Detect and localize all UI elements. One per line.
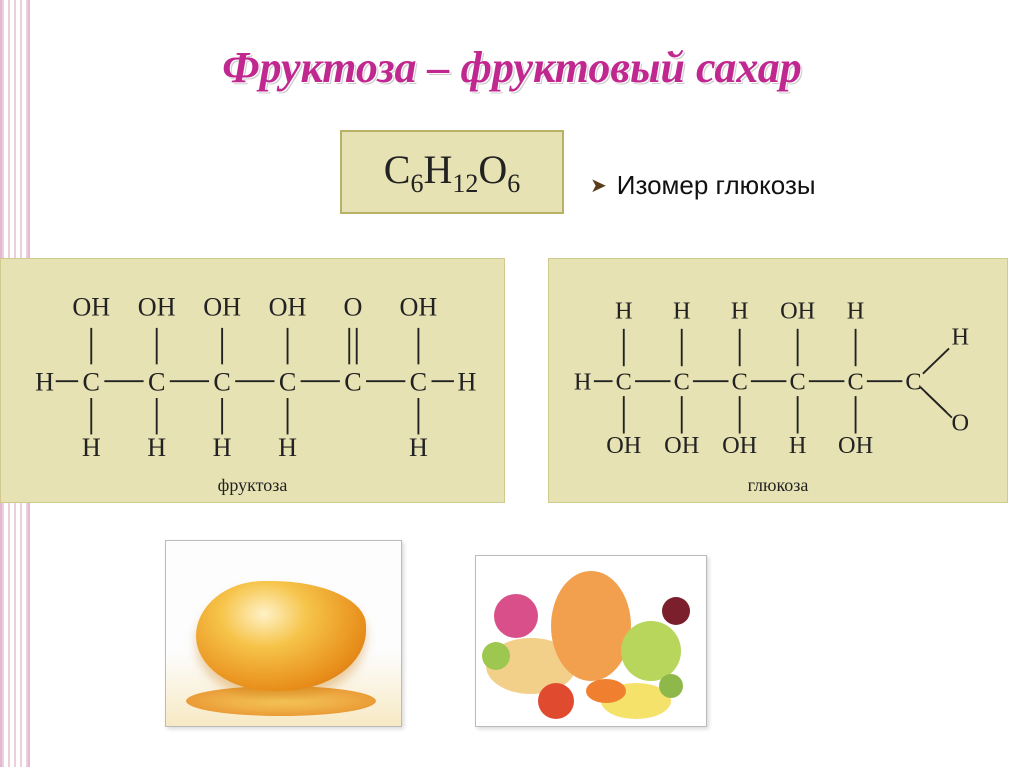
svg-text:O: O bbox=[344, 293, 363, 322]
glucose-structure-panel: HCHOHCHOHCHOHCOHHCHOHCHO глюкоза bbox=[548, 258, 1008, 503]
fructose-structure-svg: HCOHHCOHHCOHHCOHHCOCOHHH bbox=[7, 269, 498, 498]
svg-text:C: C bbox=[344, 368, 361, 397]
svg-text:C: C bbox=[83, 368, 100, 397]
svg-text:H: H bbox=[615, 298, 633, 325]
svg-text:H: H bbox=[789, 432, 807, 459]
bullet-arrow-icon: ➤ bbox=[590, 173, 607, 198]
honeycomb-shape bbox=[196, 581, 366, 691]
svg-text:C: C bbox=[732, 369, 748, 396]
fruits-image bbox=[475, 555, 707, 727]
fructose-caption: фруктоза bbox=[1, 475, 504, 496]
svg-text:C: C bbox=[847, 369, 863, 396]
svg-text:C: C bbox=[213, 368, 230, 397]
svg-text:H: H bbox=[147, 433, 166, 462]
formula-text: C6H12O6 bbox=[384, 146, 520, 199]
svg-text:C: C bbox=[279, 368, 296, 397]
svg-text:C: C bbox=[674, 369, 690, 396]
svg-text:H: H bbox=[847, 298, 865, 325]
svg-text:H: H bbox=[574, 369, 592, 396]
svg-text:H: H bbox=[409, 433, 428, 462]
svg-text:H: H bbox=[82, 433, 101, 462]
slide-title: Фруктоза – фруктовый сахар bbox=[0, 42, 1024, 93]
svg-text:C: C bbox=[410, 368, 427, 397]
svg-text:H: H bbox=[951, 324, 969, 351]
svg-text:OH: OH bbox=[838, 432, 873, 459]
isomer-note: ➤ Изомер глюкозы bbox=[590, 170, 816, 201]
svg-text:O: O bbox=[951, 410, 969, 437]
svg-text:OH: OH bbox=[664, 432, 699, 459]
svg-text:OH: OH bbox=[203, 293, 241, 322]
svg-text:OH: OH bbox=[722, 432, 757, 459]
svg-text:OH: OH bbox=[269, 293, 307, 322]
svg-text:H: H bbox=[213, 433, 232, 462]
slide: Фруктоза – фруктовый сахар C6H12O6 ➤ Изо… bbox=[0, 0, 1024, 767]
svg-text:H: H bbox=[35, 368, 54, 397]
svg-text:H: H bbox=[278, 433, 297, 462]
glucose-caption: глюкоза bbox=[549, 475, 1007, 496]
svg-text:OH: OH bbox=[606, 432, 641, 459]
glucose-structure-svg: HCHOHCHOHCHOHCOHHCHOHCHO bbox=[555, 269, 1001, 498]
honeycomb-image bbox=[165, 540, 402, 727]
svg-text:OH: OH bbox=[780, 298, 815, 325]
svg-text:H: H bbox=[673, 298, 691, 325]
svg-text:C: C bbox=[790, 369, 806, 396]
fructose-structure-panel: HCOHHCOHHCOHHCOHHCOCOHHH фруктоза bbox=[0, 258, 505, 503]
svg-text:OH: OH bbox=[138, 293, 176, 322]
fruits-svg bbox=[476, 556, 706, 726]
svg-text:C: C bbox=[616, 369, 632, 396]
svg-text:C: C bbox=[148, 368, 165, 397]
svg-text:H: H bbox=[458, 368, 477, 397]
svg-text:H: H bbox=[731, 298, 749, 325]
molecular-formula-box: C6H12O6 bbox=[340, 130, 564, 214]
svg-text:OH: OH bbox=[400, 293, 438, 322]
svg-text:OH: OH bbox=[72, 293, 110, 322]
isomer-text: Изомер глюкозы bbox=[617, 170, 816, 201]
svg-text:C: C bbox=[905, 369, 921, 396]
